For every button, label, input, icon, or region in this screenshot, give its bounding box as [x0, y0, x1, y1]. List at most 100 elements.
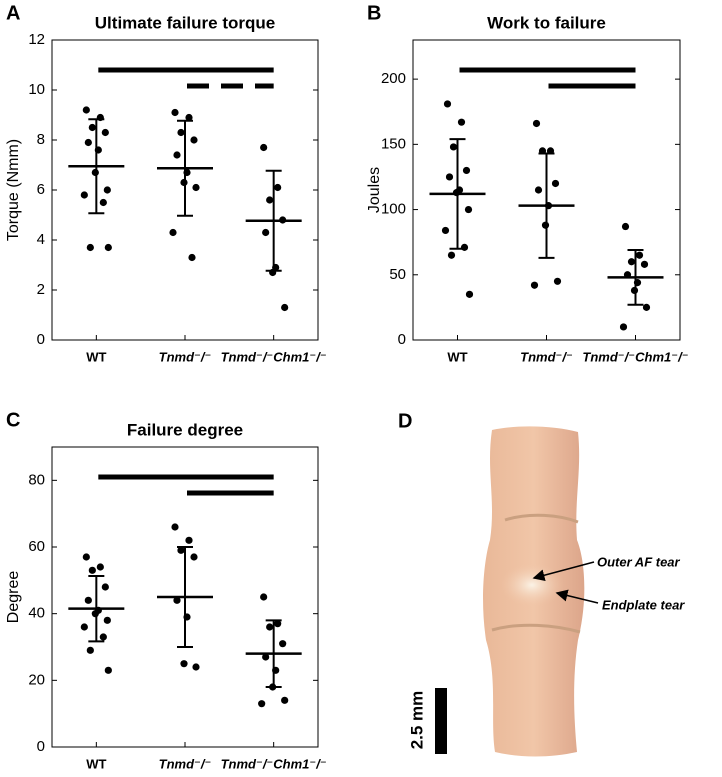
data-point [192, 183, 200, 192]
data-point [188, 253, 196, 262]
data-point [530, 281, 539, 289]
chart-title: Ultimate failure torque [95, 13, 275, 32]
y-tick-label: 12 [28, 31, 45, 48]
x-tick-label: Tnmd⁻/⁻ [520, 349, 573, 364]
data-point [169, 228, 177, 237]
data-point [447, 251, 456, 259]
y-tick-label: 0 [37, 738, 45, 755]
data-point [460, 243, 469, 251]
data-point [281, 696, 289, 704]
data-point [88, 566, 96, 574]
data-point [258, 700, 266, 708]
y-tick-label: 6 [37, 181, 45, 198]
arrow [555, 589, 599, 604]
data-point [281, 303, 289, 312]
data-point [192, 663, 200, 671]
annotation: Outer AF tear [597, 554, 681, 569]
data-point [532, 119, 541, 128]
data-point [619, 323, 628, 331]
data-point [443, 100, 452, 108]
data-point [190, 553, 198, 561]
y-tick-label: 2 [37, 281, 45, 298]
data-point [274, 620, 282, 628]
data-point [103, 616, 111, 624]
y-tick-label: 0 [398, 331, 406, 348]
data-point [464, 205, 473, 214]
x-tick-label: Tnmd⁻/⁻Chm1⁻/⁻ [221, 756, 327, 771]
y-tick-label: 4 [37, 231, 45, 248]
data-point [173, 151, 181, 159]
data-point [82, 553, 90, 561]
x-tick-label: Tnmd⁻/⁻Chm1⁻/⁻ [221, 349, 327, 364]
arrow [532, 561, 595, 582]
data-point [260, 593, 268, 601]
data-point [104, 666, 112, 674]
data-point [177, 128, 185, 137]
data-point [642, 303, 651, 311]
x-tick-label: WT [86, 349, 106, 364]
y-tick-label: 200 [381, 70, 406, 87]
data-point [621, 222, 630, 231]
y-axis-label: Degree [5, 571, 22, 624]
y-tick-label: 60 [28, 538, 45, 555]
data-point [84, 138, 92, 147]
y-axis-label: Torque (Nmm) [5, 139, 22, 241]
data-point [635, 251, 644, 259]
data-point [104, 243, 112, 252]
data-point [266, 623, 274, 631]
x-tick-label: WT [86, 756, 106, 771]
data-point [86, 243, 94, 252]
y-tick-label: 20 [28, 671, 45, 688]
data-point [627, 258, 636, 266]
y-tick-label: 100 [381, 201, 406, 218]
data-point [449, 143, 458, 151]
data-point [462, 166, 471, 175]
data-point [101, 583, 109, 591]
y-axis-label: Joules [366, 167, 383, 213]
data-point [274, 183, 282, 192]
y-tick-label: 0 [37, 331, 45, 348]
chart-title: Failure degree [127, 420, 243, 439]
scale-bar-label: 2.5 mm [407, 691, 426, 750]
y-tick-label: 8 [37, 131, 45, 148]
panel-label: B [367, 2, 381, 24]
data-point [99, 198, 107, 207]
data-point [262, 228, 270, 237]
data-point [86, 646, 94, 654]
data-point [96, 563, 104, 571]
scale-bar [435, 688, 447, 754]
data-point [551, 179, 560, 188]
data-point [640, 260, 649, 268]
data-point [180, 660, 188, 668]
x-tick-label: Tnmd⁻/⁻ [159, 756, 212, 771]
data-point [84, 596, 92, 604]
data-point [441, 226, 450, 235]
panel-label: D [398, 410, 412, 432]
chart-title: Work to failure [487, 13, 606, 32]
y-tick-label: 50 [389, 266, 406, 283]
data-point [262, 653, 270, 661]
data-point [173, 596, 181, 604]
data-point [266, 196, 274, 204]
data-point [260, 143, 268, 152]
annotation: Endplate tear [602, 597, 685, 612]
panel-label: C [6, 409, 20, 431]
data-point [534, 186, 543, 194]
disc-boundary [491, 513, 581, 634]
x-tick-label: Tnmd⁻/⁻ [159, 349, 212, 364]
panel-label: A [6, 2, 20, 24]
data-point [99, 633, 107, 641]
data-point [101, 128, 109, 137]
data-point [103, 186, 111, 194]
data-point [171, 108, 179, 117]
data-point [88, 123, 96, 132]
chart: C Failure degree Degree 0 20 40 60 80 WT Tnmd⁻/⁻ T… [5, 409, 327, 771]
y-tick-label: 150 [381, 135, 406, 152]
data-point [82, 106, 90, 114]
data-point [553, 277, 562, 285]
data-point [279, 640, 287, 648]
tear-region [500, 563, 564, 607]
y-tick-label: 40 [28, 605, 45, 622]
chart: B Work to failure Joules 0 50 100 150 200 WT Tnmd… [366, 2, 688, 364]
